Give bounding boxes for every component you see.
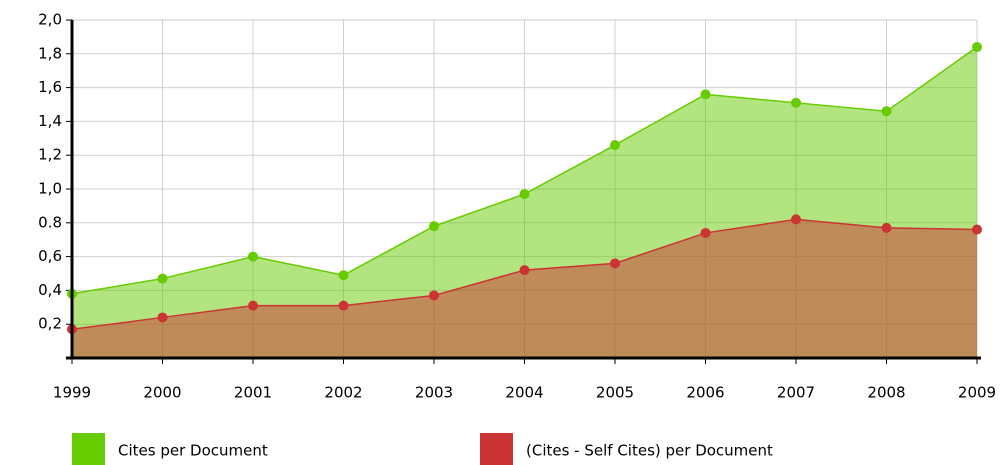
y-tick-label: 0,4 xyxy=(38,281,62,299)
y-tick-label: 1,6 xyxy=(38,78,62,96)
point xyxy=(972,224,982,235)
area-fill xyxy=(72,219,977,358)
point xyxy=(700,227,711,238)
y-tick-label: 1,0 xyxy=(38,180,62,198)
x-tick-label: 2008 xyxy=(867,384,905,402)
point xyxy=(429,221,439,232)
legend-label: (Cites - Self Cites) per Document xyxy=(526,442,773,460)
point xyxy=(429,290,439,301)
point xyxy=(610,258,620,269)
point xyxy=(700,89,711,100)
point xyxy=(791,97,801,108)
x-tick-label: 1999 xyxy=(53,384,91,402)
y-tick-label: 1,4 xyxy=(38,112,62,130)
x-tick-label: 2000 xyxy=(143,384,181,402)
y-tick-label: 1,2 xyxy=(38,146,62,164)
x-tick-label: 2006 xyxy=(686,384,724,402)
point xyxy=(338,300,349,311)
legend-swatch xyxy=(480,433,513,465)
point xyxy=(519,189,530,200)
y-tick-label: 0,2 xyxy=(38,315,62,333)
point xyxy=(248,300,258,311)
legend-swatch xyxy=(72,433,105,465)
y-tick-label: 1,8 xyxy=(38,44,62,62)
x-tick-label: 2007 xyxy=(777,384,815,402)
point xyxy=(881,222,892,233)
point xyxy=(519,265,530,276)
legend-label: Cites per Document xyxy=(118,442,268,460)
y-tick-label: 2,0 xyxy=(38,11,62,29)
x-tick-label: 2004 xyxy=(505,384,543,402)
y-tick-label: 0.8 xyxy=(38,213,62,231)
point xyxy=(610,140,620,151)
x-tick-label: 2002 xyxy=(324,384,362,402)
x-tick-label: 2001 xyxy=(234,384,272,402)
x-tick-label: 2003 xyxy=(415,384,453,402)
point xyxy=(157,273,168,284)
x-tick-label: 2009 xyxy=(958,384,996,402)
y-tick-label: 0,6 xyxy=(38,247,62,265)
point xyxy=(338,270,349,281)
point xyxy=(248,251,258,262)
point xyxy=(972,42,982,53)
point xyxy=(791,214,801,225)
point xyxy=(157,312,168,323)
point xyxy=(881,106,892,117)
x-tick-label: 2005 xyxy=(596,384,634,402)
